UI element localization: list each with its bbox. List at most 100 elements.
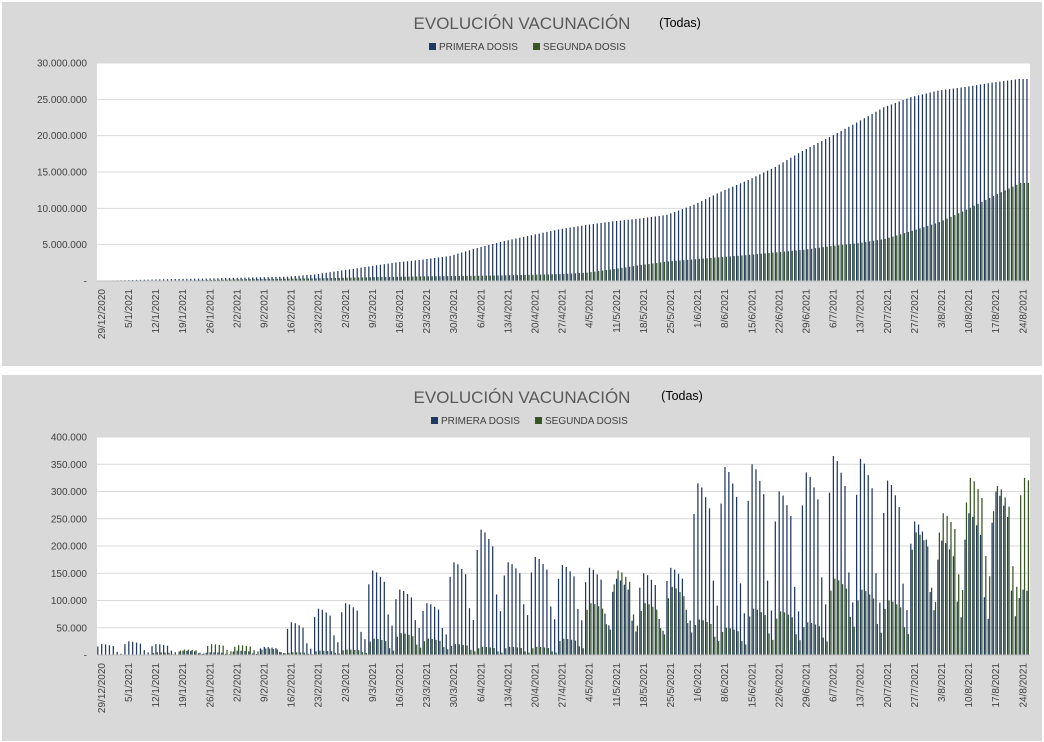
bar-primera-dosis — [906, 610, 908, 655]
bar-primera-dosis — [205, 652, 207, 655]
bar-primera-dosis — [1010, 80, 1013, 281]
bar-primera-dosis — [480, 529, 482, 655]
bar-segunda-dosis — [636, 625, 639, 655]
bar-segunda-dosis — [900, 234, 902, 281]
bar-segunda-dosis — [412, 276, 414, 281]
bar-segunda-dosis — [524, 651, 526, 655]
bar-primera-dosis — [619, 220, 622, 281]
bar-primera-dosis — [782, 495, 784, 655]
bar-primera-dosis — [728, 471, 730, 655]
bar-primera-dosis — [786, 505, 788, 655]
bar-segunda-dosis — [706, 258, 708, 281]
bar-primera-dosis — [801, 150, 804, 281]
bar-segunda-dosis — [706, 622, 708, 655]
bar-primera-dosis — [534, 556, 536, 655]
bar-segunda-dosis — [737, 255, 739, 281]
bar-segunda-dosis — [601, 270, 604, 281]
bar-primera-dosis — [732, 483, 734, 655]
bar-primera-dosis — [530, 235, 533, 281]
legend-marker-segunda — [533, 43, 540, 50]
bar-primera-dosis — [809, 146, 811, 281]
bar-primera-dosis — [743, 181, 745, 281]
bar-primera-dosis — [283, 276, 285, 281]
bar-primera-dosis — [209, 278, 211, 281]
bar-segunda-dosis — [872, 240, 875, 281]
bar-segunda-dosis — [640, 265, 642, 281]
bar-primera-dosis — [828, 492, 831, 655]
bar-segunda-dosis — [791, 250, 793, 281]
bar-primera-dosis — [995, 82, 997, 281]
bar-primera-dosis — [155, 279, 157, 281]
bar-segunda-dosis — [667, 261, 669, 281]
bar-primera-dosis — [844, 128, 846, 281]
bar-segunda-dosis — [551, 274, 553, 281]
bar-segunda-dosis — [443, 647, 445, 655]
bar-primera-dosis — [914, 521, 916, 655]
bar-segunda-dosis — [307, 278, 309, 281]
bar-segunda-dosis — [234, 279, 236, 281]
bar-segunda-dosis — [965, 209, 968, 281]
bar-primera-dosis — [445, 634, 447, 655]
y-axis: - 50.000 100.000 150.000 200.000 250.000 300.0… — [51, 433, 88, 662]
y-tick-label: - — [84, 277, 87, 288]
bar-segunda-dosis — [319, 278, 321, 281]
bar-primera-dosis — [608, 221, 610, 281]
bar-primera-dosis — [329, 615, 331, 655]
bar-segunda-dosis — [369, 641, 371, 655]
bar-segunda-dosis — [803, 627, 805, 655]
bar-segunda-dosis — [265, 278, 267, 281]
bar-primera-dosis — [763, 172, 765, 281]
bar-primera-dosis — [921, 531, 924, 655]
bar-primera-dosis — [933, 91, 935, 281]
bar-primera-dosis — [476, 247, 478, 281]
bar-segunda-dosis — [1020, 182, 1022, 281]
bar-segunda-dosis — [1016, 586, 1018, 655]
bar-primera-dosis — [344, 603, 347, 655]
bar-segunda-dosis — [621, 572, 623, 655]
bar-segunda-dosis — [919, 228, 921, 281]
bar-segunda-dosis — [663, 261, 666, 281]
bar-primera-dosis — [805, 148, 807, 281]
bar-primera-dosis — [987, 83, 989, 281]
bar-segunda-dosis — [288, 652, 290, 655]
bar-primera-dosis — [414, 260, 416, 281]
bar-segunda-dosis — [338, 277, 340, 281]
bar-segunda-dosis — [756, 254, 759, 281]
bar-primera-dosis — [615, 220, 618, 281]
bar-primera-dosis — [600, 222, 602, 281]
bar-primera-dosis — [654, 216, 656, 281]
bar-primera-dosis — [132, 641, 134, 655]
x-tick-label: 18/5/2021 — [639, 663, 650, 708]
bar-segunda-dosis — [973, 205, 975, 281]
bar-primera-dosis — [948, 549, 951, 655]
x-tick-label: 9/2/2021 — [259, 663, 270, 702]
x-tick-label: 27/4/2021 — [558, 289, 569, 334]
bar-segunda-dosis — [354, 277, 356, 281]
bar-primera-dosis — [735, 184, 738, 281]
bar-segunda-dosis — [1027, 480, 1030, 655]
bar-segunda-dosis — [532, 274, 534, 281]
bar-primera-dosis — [476, 550, 478, 655]
bar-segunda-dosis — [690, 632, 693, 655]
bar-primera-dosis — [515, 568, 517, 655]
bar-segunda-dosis — [241, 645, 244, 655]
bar-segunda-dosis — [942, 220, 944, 281]
chart-subtitle: (Todas) — [661, 389, 703, 403]
bar-segunda-dosis — [942, 513, 944, 655]
bar-primera-dosis — [170, 650, 173, 655]
bar-primera-dosis — [836, 132, 838, 281]
bar-segunda-dosis — [845, 244, 848, 281]
bar-segunda-dosis — [687, 623, 689, 655]
bar-primera-dosis — [600, 579, 602, 655]
x-tick-label: 22/6/2021 — [774, 663, 785, 708]
bar-segunda-dosis — [358, 277, 360, 281]
bar-segunda-dosis — [160, 652, 162, 655]
x-tick-label: 6/7/2021 — [829, 289, 840, 328]
bar-segunda-dosis — [416, 644, 418, 655]
bar-primera-dosis — [929, 592, 931, 655]
bar-segunda-dosis — [570, 273, 573, 281]
bar-primera-dosis — [643, 573, 645, 655]
x-tick-label: 12/1/2021 — [151, 663, 162, 708]
bar-primera-dosis — [464, 251, 467, 281]
x-tick-label: 19/1/2021 — [178, 289, 189, 334]
